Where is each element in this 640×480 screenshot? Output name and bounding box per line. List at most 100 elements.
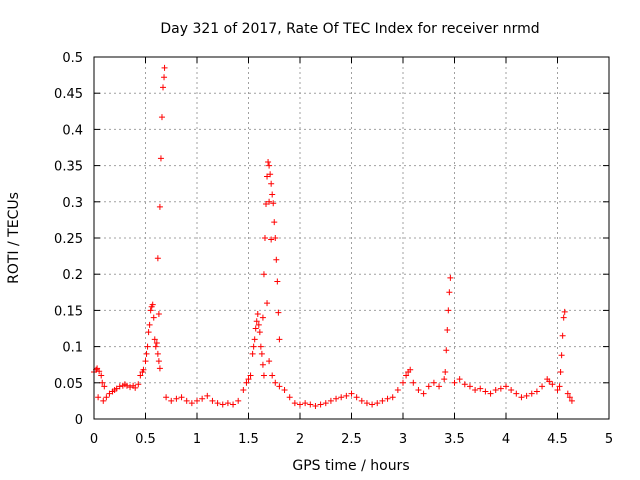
data-point	[430, 379, 437, 386]
data-point	[267, 171, 274, 178]
data-point	[497, 385, 504, 392]
data-point	[132, 384, 139, 391]
data-point	[147, 307, 154, 314]
data-point	[269, 372, 276, 379]
data-point	[204, 392, 211, 399]
data-point	[264, 300, 271, 307]
data-point	[152, 343, 159, 350]
data-point	[275, 309, 282, 316]
data-point	[348, 390, 355, 397]
data-point	[155, 358, 162, 365]
data-point	[276, 383, 283, 390]
data-point	[155, 311, 162, 318]
data-point	[546, 378, 553, 385]
data-point	[297, 401, 303, 408]
data-point	[403, 372, 410, 379]
x-axis-ticks: 0 0.5 1 1.5 2 2.5 3 3.5 4 4.5 5	[90, 57, 613, 447]
data-point	[554, 387, 561, 394]
data-point	[425, 383, 432, 390]
data-point	[161, 74, 168, 81]
data-point	[264, 173, 271, 180]
data-point	[461, 381, 468, 388]
data-point	[561, 308, 568, 315]
data-point	[407, 366, 414, 373]
data-point	[249, 350, 256, 357]
data-point	[322, 400, 329, 407]
data-point	[209, 397, 216, 404]
data-point	[307, 401, 314, 408]
data-point	[260, 372, 267, 379]
data-point	[487, 390, 494, 397]
data-point	[156, 365, 163, 372]
data-point	[302, 400, 309, 407]
data-point	[394, 387, 401, 394]
y-tick-label: 0.25	[54, 232, 83, 247]
data-point	[466, 383, 473, 390]
data-point	[224, 400, 231, 407]
data-point	[274, 278, 281, 285]
data-point	[556, 383, 563, 390]
data-point	[456, 376, 463, 383]
y-axis-title: ROTI / TECUs	[6, 192, 22, 284]
data-point	[151, 336, 158, 343]
data-point	[271, 219, 278, 226]
data-point	[564, 390, 571, 397]
data-point	[518, 394, 525, 401]
data-point	[250, 343, 257, 350]
x-tick-label: 2	[296, 432, 304, 447]
data-point	[266, 198, 273, 205]
data-point	[503, 383, 509, 390]
data-point	[559, 332, 566, 339]
data-point	[317, 401, 324, 408]
data-point	[127, 384, 134, 391]
chart-title: Day 321 of 2017, Rate Of TEC Index for r…	[160, 21, 539, 37]
y-tick-label: 0.15	[54, 304, 83, 319]
data-point	[523, 392, 530, 399]
data-point	[255, 321, 262, 328]
data-point	[259, 314, 266, 321]
data-point	[420, 390, 427, 397]
data-point	[276, 336, 283, 343]
data-point	[269, 191, 276, 198]
data-point	[343, 392, 350, 399]
data-point	[338, 394, 345, 401]
data-point	[154, 350, 161, 357]
data-point	[123, 382, 130, 389]
data-point	[256, 329, 263, 336]
data-point	[379, 397, 386, 404]
data-point	[291, 400, 298, 407]
data-point	[99, 379, 106, 386]
data-point	[235, 397, 242, 404]
data-point	[444, 326, 451, 333]
x-tick-label: 4	[502, 432, 510, 447]
data-point	[443, 347, 450, 354]
data-point	[252, 325, 259, 332]
data-point	[272, 235, 279, 241]
data-point	[160, 84, 167, 91]
data-point	[143, 350, 150, 357]
data-point	[142, 358, 149, 365]
data-point	[566, 394, 573, 401]
y-tick-label: 0.1	[62, 341, 83, 356]
data-point	[199, 395, 206, 402]
data-point	[100, 397, 107, 404]
x-tick-label: 5	[605, 432, 613, 447]
data-point	[245, 376, 252, 383]
data-point	[533, 388, 540, 395]
data-point	[163, 394, 170, 401]
data-point	[333, 395, 340, 402]
data-point	[156, 203, 163, 210]
x-tick-label: 0	[90, 432, 98, 447]
y-tick-label: 0	[75, 413, 83, 428]
data-point	[353, 394, 360, 401]
data-point	[247, 372, 254, 379]
data-point	[363, 400, 370, 407]
data-point	[557, 368, 564, 375]
data-point	[214, 400, 221, 407]
data-point	[374, 400, 381, 407]
data-point	[268, 236, 275, 243]
data-point	[436, 383, 443, 390]
data-point	[445, 307, 452, 314]
data-point	[261, 235, 268, 241]
x-tick-label: 3	[399, 432, 407, 447]
